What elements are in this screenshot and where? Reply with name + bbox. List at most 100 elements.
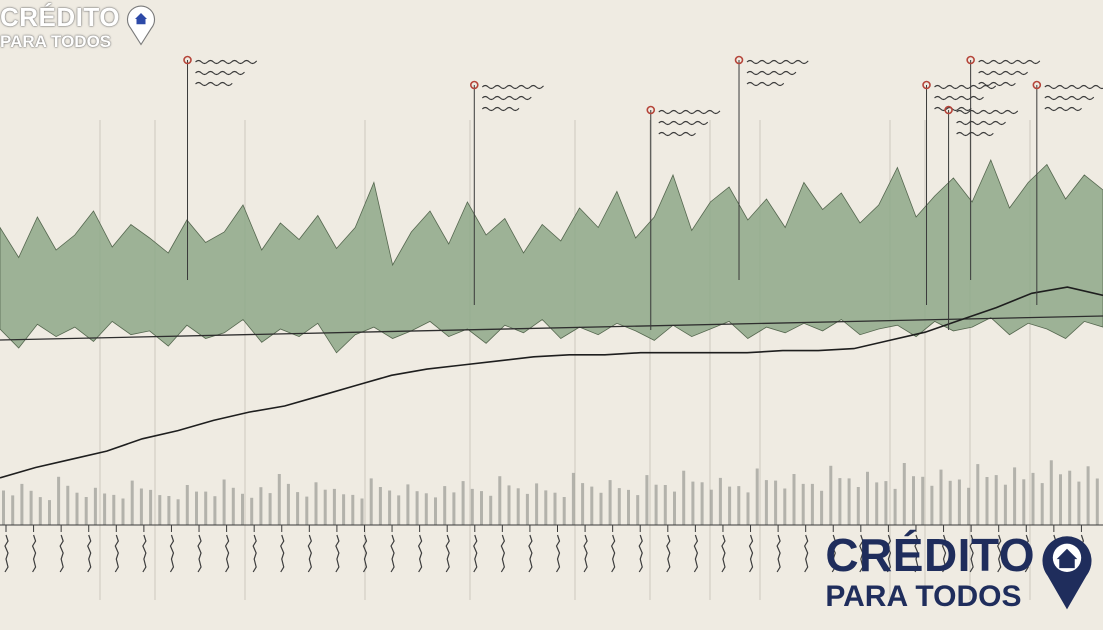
axis-label-scribble bbox=[87, 534, 92, 573]
axis-label-scribble bbox=[583, 534, 588, 573]
annotation-marker bbox=[646, 105, 656, 115]
annotation-text-scribble bbox=[746, 59, 814, 65]
volume-bar bbox=[856, 487, 860, 525]
volume-bar bbox=[590, 486, 594, 525]
volume-bar bbox=[1031, 472, 1035, 525]
volume-bar bbox=[139, 488, 143, 525]
volume-bar bbox=[424, 493, 428, 526]
brand-logo-top-left: CRÉDITO PARA TODOS bbox=[0, 4, 156, 50]
volume-bar bbox=[673, 491, 676, 525]
volume-bar bbox=[535, 483, 539, 525]
volume-bar bbox=[820, 490, 824, 525]
annotation-text-scribble bbox=[195, 70, 262, 76]
axis-label-scribble bbox=[445, 534, 450, 573]
volume-bar bbox=[525, 493, 529, 525]
volume-bar bbox=[112, 494, 116, 525]
axis-label-scribble bbox=[252, 534, 257, 573]
house-location-pin-icon bbox=[1042, 536, 1092, 610]
volume-bar bbox=[1013, 467, 1017, 525]
axis-label-scribble bbox=[142, 534, 147, 573]
volume-bar bbox=[1022, 479, 1026, 525]
volume-bar bbox=[195, 491, 198, 525]
axis-label-scribble bbox=[169, 534, 175, 573]
volume-bar bbox=[241, 493, 244, 525]
volume-bar bbox=[1095, 478, 1099, 525]
volume-bar bbox=[902, 463, 906, 525]
volume-bar bbox=[645, 475, 649, 525]
volume-bar bbox=[700, 482, 704, 526]
volume-bar bbox=[957, 479, 961, 525]
annotation-text-scribble bbox=[1044, 106, 1103, 112]
volume-bar bbox=[838, 478, 842, 525]
volume-bar bbox=[783, 488, 787, 525]
volume-bar bbox=[544, 490, 548, 525]
volume-bar bbox=[415, 491, 419, 525]
volume-bar bbox=[737, 486, 741, 525]
annotation-text-scribble bbox=[195, 59, 262, 65]
volume-bar bbox=[516, 488, 520, 525]
volume-bar bbox=[875, 482, 879, 525]
axis-label-scribble bbox=[224, 534, 230, 573]
volume-bar bbox=[332, 488, 336, 526]
volume-bar bbox=[351, 494, 355, 525]
volume-bar bbox=[268, 493, 272, 525]
volume-bar bbox=[774, 480, 778, 525]
volume-bar bbox=[277, 474, 281, 525]
volume-bar bbox=[939, 469, 943, 525]
volume-bar bbox=[158, 495, 162, 525]
volume-bar bbox=[985, 477, 989, 525]
trend-line bbox=[0, 286, 1103, 479]
brand-tagline: PARA TODOS bbox=[0, 32, 112, 51]
green-area-series bbox=[0, 158, 1103, 354]
volume-bar bbox=[1059, 474, 1062, 525]
annotation-text-scribble bbox=[978, 70, 1046, 76]
midline bbox=[0, 315, 1103, 341]
annotation-text-scribble bbox=[978, 59, 1046, 65]
annotation-marker bbox=[183, 55, 192, 65]
volume-bar bbox=[627, 489, 630, 525]
volume-bar bbox=[443, 486, 447, 525]
volume-bar bbox=[599, 492, 603, 525]
volume-bar bbox=[571, 472, 575, 525]
volume-bar bbox=[452, 492, 456, 525]
volume-bar bbox=[709, 489, 713, 525]
volume-bar bbox=[1068, 470, 1072, 525]
axis-label-scribble bbox=[555, 534, 561, 573]
volume-bar bbox=[636, 495, 640, 525]
annotation-text-scribble bbox=[481, 84, 549, 90]
axis-label-scribble bbox=[666, 534, 671, 573]
volume-bar bbox=[84, 497, 88, 525]
axis-label-scribble bbox=[859, 534, 864, 573]
axis-label-scribble bbox=[997, 534, 1002, 573]
volume-bar bbox=[1077, 481, 1081, 525]
axis-label-scribble bbox=[914, 534, 919, 573]
volume-bar bbox=[617, 488, 621, 525]
annotation-marker bbox=[966, 55, 975, 65]
axis-label-scribble bbox=[610, 534, 616, 573]
axis-label-scribble bbox=[500, 534, 506, 573]
axis-label-scribble bbox=[969, 534, 974, 573]
volume-bar bbox=[296, 492, 300, 525]
volume-bar bbox=[866, 471, 869, 525]
volume-bar bbox=[66, 485, 70, 525]
volume-bar bbox=[994, 475, 998, 525]
volume-bar-series bbox=[2, 460, 1099, 526]
volume-bar bbox=[103, 493, 107, 525]
volume-bar bbox=[489, 495, 493, 525]
axis-label-scribble bbox=[693, 534, 699, 573]
annotation-text-scribble bbox=[481, 106, 549, 112]
axis-label-scribble bbox=[59, 534, 64, 573]
volume-bar bbox=[434, 497, 437, 525]
volume-bar bbox=[2, 490, 5, 525]
axis-label-scribble bbox=[417, 534, 423, 573]
axis-label-scribble bbox=[831, 534, 836, 573]
axis-label-scribble bbox=[638, 534, 643, 573]
annotation-text-scribble bbox=[746, 70, 814, 76]
volume-bar bbox=[305, 496, 309, 525]
volume-bar bbox=[553, 492, 557, 525]
annotation-text-scribble bbox=[934, 84, 1001, 90]
volume-bar bbox=[314, 482, 318, 526]
brand-name: CRÉDITO bbox=[825, 529, 1035, 581]
annotation-text-scribble bbox=[481, 95, 549, 101]
volume-bar bbox=[250, 497, 254, 525]
